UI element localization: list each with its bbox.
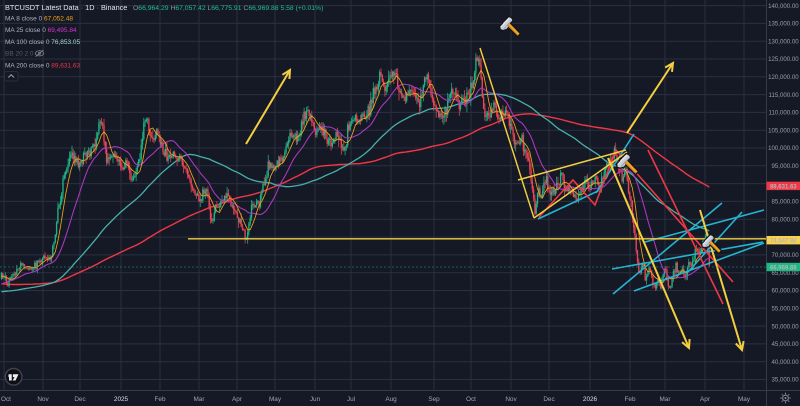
svg-text:110,000.00: 110,000.00 bbox=[769, 110, 800, 117]
svg-text:Nov: Nov bbox=[37, 396, 49, 403]
svg-text:Jun: Jun bbox=[310, 396, 321, 403]
svg-text:O66,964.29 H67,057.42 L66,775.: O66,964.29 H67,057.42 L66,775.91 C66,969… bbox=[133, 5, 323, 12]
svg-text:140,000.00: 140,000.00 bbox=[768, 3, 799, 10]
svg-text:Feb: Feb bbox=[624, 396, 635, 403]
svg-text:Apr: Apr bbox=[700, 396, 711, 403]
svg-text:Feb: Feb bbox=[154, 396, 165, 403]
svg-text:Aug: Aug bbox=[385, 396, 397, 403]
svg-text:Mar: Mar bbox=[193, 396, 205, 403]
svg-text:130,000.00: 130,000.00 bbox=[768, 38, 799, 45]
svg-text:Mar: Mar bbox=[659, 396, 671, 403]
svg-text:Nov: Nov bbox=[505, 396, 517, 403]
svg-text:80,000.00: 80,000.00 bbox=[771, 217, 799, 224]
svg-text:MA 25 close 0 69,495.84: MA 25 close 0 69,495.84 bbox=[5, 27, 77, 34]
svg-text:May: May bbox=[738, 396, 751, 403]
svg-text:95,000.00: 95,000.00 bbox=[771, 163, 799, 170]
svg-text:Dec: Dec bbox=[543, 396, 555, 403]
svg-text:Dec: Dec bbox=[74, 396, 86, 403]
svg-text:Oct: Oct bbox=[466, 396, 476, 403]
svg-text:MA 8 close 0 67,052.48: MA 8 close 0 67,052.48 bbox=[5, 16, 73, 23]
svg-text:115,000.00: 115,000.00 bbox=[769, 92, 800, 99]
svg-text:BB 20 2 0: BB 20 2 0 bbox=[5, 51, 34, 58]
svg-text:35,000.00: 35,000.00 bbox=[771, 377, 799, 384]
svg-text:Jul: Jul bbox=[347, 396, 355, 403]
svg-text:74,547.92: 74,547.92 bbox=[770, 239, 797, 245]
svg-text:66,969.88: 66,969.88 bbox=[770, 265, 797, 271]
svg-text:85,000.00: 85,000.00 bbox=[771, 199, 799, 206]
svg-text:MA 200 close 0 89,631.63: MA 200 close 0 89,631.63 bbox=[5, 62, 81, 69]
svg-text:135,000.00: 135,000.00 bbox=[768, 21, 799, 28]
svg-text:120,000.00: 120,000.00 bbox=[768, 74, 799, 81]
svg-text:50,000.00: 50,000.00 bbox=[771, 323, 799, 330]
svg-text:89,631.63: 89,631.63 bbox=[770, 184, 797, 190]
svg-text:100,000.00: 100,000.00 bbox=[768, 145, 799, 152]
svg-text:May: May bbox=[269, 396, 282, 403]
svg-text:Sep: Sep bbox=[428, 396, 440, 403]
svg-text:BTCUSDT Latest Data · 1D · Bin: BTCUSDT Latest Data · 1D · Binance bbox=[5, 3, 127, 12]
svg-text:125,000.00: 125,000.00 bbox=[768, 56, 799, 63]
svg-text:70,000.00: 70,000.00 bbox=[771, 252, 799, 259]
svg-text:Apr: Apr bbox=[232, 396, 243, 403]
svg-text:2026: 2026 bbox=[583, 396, 598, 403]
svg-text:105,000.00: 105,000.00 bbox=[768, 127, 799, 134]
svg-text:60,000.00: 60,000.00 bbox=[771, 288, 799, 295]
svg-text:65,000.00: 65,000.00 bbox=[771, 270, 799, 277]
svg-text:Oct: Oct bbox=[1, 396, 11, 403]
svg-text:MA 100 close 0 76,853.05: MA 100 close 0 76,853.05 bbox=[5, 39, 81, 46]
svg-text:55,000.00: 55,000.00 bbox=[771, 306, 799, 313]
svg-text:2025: 2025 bbox=[114, 396, 129, 403]
svg-text:40,000.00: 40,000.00 bbox=[771, 359, 799, 366]
svg-text:45,000.00: 45,000.00 bbox=[771, 341, 799, 348]
